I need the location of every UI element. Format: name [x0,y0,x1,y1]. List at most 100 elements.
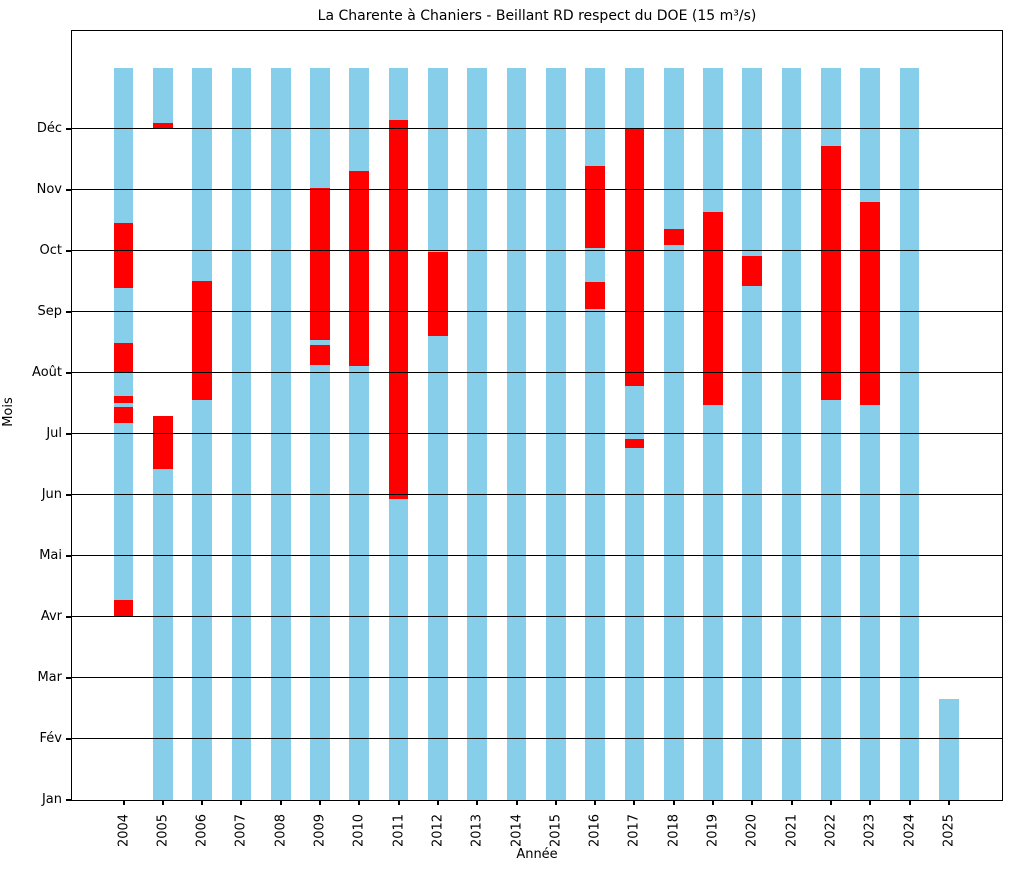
y-tick [66,554,72,557]
bar-segment-2023-non_respect [860,201,881,405]
gridline-Fév [72,738,1002,740]
bar-segment-2004-non_respect [113,599,134,617]
y-tick [66,737,72,740]
gridline-Jul [72,433,1002,435]
y-tick-label: Mai [39,547,62,563]
bar-segment-2005-non_respect [152,122,173,129]
gridline-Mai [72,555,1002,557]
bar-segment-2010-respect [349,67,370,172]
bar-segment-2016-non_respect [585,281,605,310]
x-tick [633,800,636,805]
bar-segment-2009-non_respect [310,187,330,340]
bar-segment-2025-respect [938,699,959,800]
y-tick [66,188,72,191]
x-tick-label: 2016 [587,813,603,848]
gridline-Oct [72,250,1002,252]
bar-segment-2017-respect [624,447,645,800]
bar-segment-2004-non_respect [113,222,134,288]
x-tick-label: 2006 [194,813,210,848]
x-tick [122,800,125,805]
y-tick [66,127,72,130]
x-tick-label: 2021 [784,813,800,848]
y-tick-label: Août [32,364,62,380]
x-tick [319,800,321,805]
bar-segment-2023-respect [860,67,881,202]
x-tick-label: 2018 [666,813,682,848]
x-tick-label: 2024 [902,813,917,848]
x-tick-label: 2022 [823,813,839,848]
x-tick-label: 2008 [273,813,289,848]
bar-segment-2005-respect [152,67,173,123]
gridline-Jun [72,494,1002,496]
bar-segment-2009-non_respect [310,345,330,366]
gridline-Déc [72,128,1002,130]
bar-segment-2004-respect [113,402,134,407]
y-tick-label: Jan [41,792,62,807]
x-tick-label: 2020 [744,813,760,848]
bar-segment-2023-respect [860,404,881,800]
x-tick-label: 2015 [548,813,564,848]
x-tick [436,800,439,805]
bar-segment-2004-non_respect [113,395,134,403]
bar-segment-2016-respect [585,309,605,800]
x-tick-label: 2010 [351,813,367,848]
x-tick-label: 2012 [430,813,446,848]
y-tick-label: Jul [46,425,62,441]
x-tick [751,800,754,805]
bar-segment-2022-respect [821,67,841,146]
y-tick-label: Avr [40,608,62,624]
y-tick [66,310,72,313]
x-tick [358,800,361,805]
x-tick-label: 2005 [155,813,171,848]
x-tick [554,800,557,805]
bar-segment-2018-respect [663,67,684,229]
bar-segment-2005-non_respect [152,416,173,469]
x-tick [672,800,675,805]
bar-segment-2011-respect [388,67,409,121]
x-tick [161,800,164,805]
gridline-Avr [72,616,1002,618]
bar-segment-2004-respect [113,422,134,600]
bar-segment-2004-respect [113,287,134,343]
bar-segment-2012-non_respect [428,251,448,337]
bar-segment-2016-respect [585,247,605,282]
chart-title: La Charente à Chaniers - Beillant RD res… [317,8,757,24]
bar-segment-2018-non_respect [663,228,684,246]
bar-segment-2020-non_respect [742,255,763,287]
x-tick [790,800,793,805]
y-tick-label: Mar [37,669,62,685]
x-tick-label: 2004 [116,813,131,848]
bar-segment-2006-respect [192,67,212,282]
bar-segment-2011-respect [388,499,409,800]
x-tick-label: 2011 [391,813,407,848]
x-tick [947,800,950,805]
y-tick-label: Sep [37,303,62,319]
bar-segment-2004-respect [113,372,134,396]
bar-segment-2017-respect [624,67,645,129]
x-tick [397,800,400,805]
bar-segment-2011-non_respect [388,120,409,500]
x-tick [240,800,243,805]
x-tick-label: 2007 [233,813,249,848]
y-tick-label: Fév [39,730,62,746]
bar-segment-2022-respect [821,399,841,800]
bar-segment-2017-non_respect [624,438,645,448]
bar-segment-2020-respect [742,67,763,256]
bar-segment-2019-respect [703,404,723,800]
bar-segment-2004-non_respect [113,342,134,373]
bar-segment-2009-respect [310,365,330,800]
bar-segment-2019-non_respect [703,211,723,405]
bar-segment-2006-respect [192,399,212,800]
y-tick [66,799,72,801]
gridline-Août [72,372,1002,374]
x-tick-label: 2019 [705,813,721,848]
y-tick-label: Nov [36,181,62,197]
bar-segment-2006-non_respect [192,281,212,400]
bar-segment-2017-non_respect [624,128,645,387]
bar-segment-2020-respect [742,286,763,800]
gridline-Nov [72,189,1002,191]
x-tick [712,800,714,805]
x-tick [279,800,282,805]
bar-segment-2017-respect [624,386,645,439]
